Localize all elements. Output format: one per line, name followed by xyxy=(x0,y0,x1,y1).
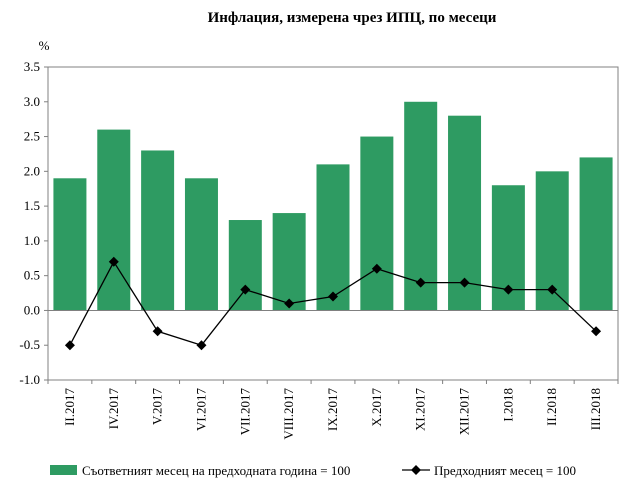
plot-border xyxy=(47,66,619,381)
bar xyxy=(228,220,262,311)
line-point xyxy=(371,263,382,274)
x-tick-label: VII.2017 xyxy=(237,388,252,436)
line-point xyxy=(328,291,338,302)
line-point xyxy=(108,256,119,267)
bar xyxy=(272,213,306,311)
x-tick-label: IX.2017 xyxy=(325,388,340,431)
line-point xyxy=(196,340,207,351)
x-tick-label: XI.2017 xyxy=(413,388,428,431)
bar xyxy=(141,150,175,311)
y-tick-label: 0.5 xyxy=(24,268,40,283)
line-point xyxy=(591,326,602,337)
x-tick-label: I.2018 xyxy=(500,388,515,422)
x-tick-label: X.2017 xyxy=(369,388,384,427)
x-tick-label: V.2017 xyxy=(150,388,165,425)
bar xyxy=(579,157,613,311)
bar xyxy=(360,136,394,311)
x-tick-label: VI.2017 xyxy=(193,388,208,431)
legend-label-bars: Съответният месец на предходната година … xyxy=(82,463,350,478)
line-point xyxy=(284,298,295,309)
y-tick-label: -0.5 xyxy=(19,337,40,352)
line-point xyxy=(152,326,163,337)
y-tick-label: 2.5 xyxy=(24,129,40,144)
y-tick-label: 3.5 xyxy=(24,59,40,74)
bar xyxy=(316,164,350,311)
line-point xyxy=(459,277,470,288)
line-point xyxy=(503,284,514,295)
y-tick-label: 1.0 xyxy=(24,233,40,248)
x-tick-label: VIII.2017 xyxy=(281,388,296,440)
chart-title: Инфлация, измерена чрез ИПЦ, по месеци xyxy=(208,10,497,26)
legend-swatch-bars xyxy=(50,465,77,475)
x-tick-label: IV.2017 xyxy=(106,388,121,430)
line-point xyxy=(415,277,426,288)
bar xyxy=(53,178,87,311)
line-point xyxy=(64,340,75,351)
y-tick-label: 2.0 xyxy=(24,163,40,178)
bar xyxy=(404,101,438,311)
x-tick-label: XII.2017 xyxy=(457,388,472,436)
bar xyxy=(184,178,218,311)
plot-area: 3.5 3.0 2.5 2.0 1.5 1.0 0.5 0.0 -0.5 -1.0 II.2017 I… xyxy=(19,59,619,440)
y-tick-label: 1.5 xyxy=(24,198,40,213)
y-tick-label: 3.0 xyxy=(24,94,40,109)
x-tick-label: II.2017 xyxy=(62,388,77,426)
line-point xyxy=(240,284,251,295)
y-axis-unit: % xyxy=(39,38,50,53)
line-point xyxy=(547,284,558,295)
legend-label-line: Предходният месец = 100 xyxy=(434,463,576,478)
x-tick-label: II.2018 xyxy=(544,388,559,426)
legend: Съответният месец на предходната година … xyxy=(50,463,576,478)
y-tick-label: -1.0 xyxy=(19,372,40,387)
legend-marker-diamond xyxy=(411,465,421,475)
x-tick-label: III.2018 xyxy=(588,388,603,430)
y-tick-label: 0.0 xyxy=(24,302,40,317)
